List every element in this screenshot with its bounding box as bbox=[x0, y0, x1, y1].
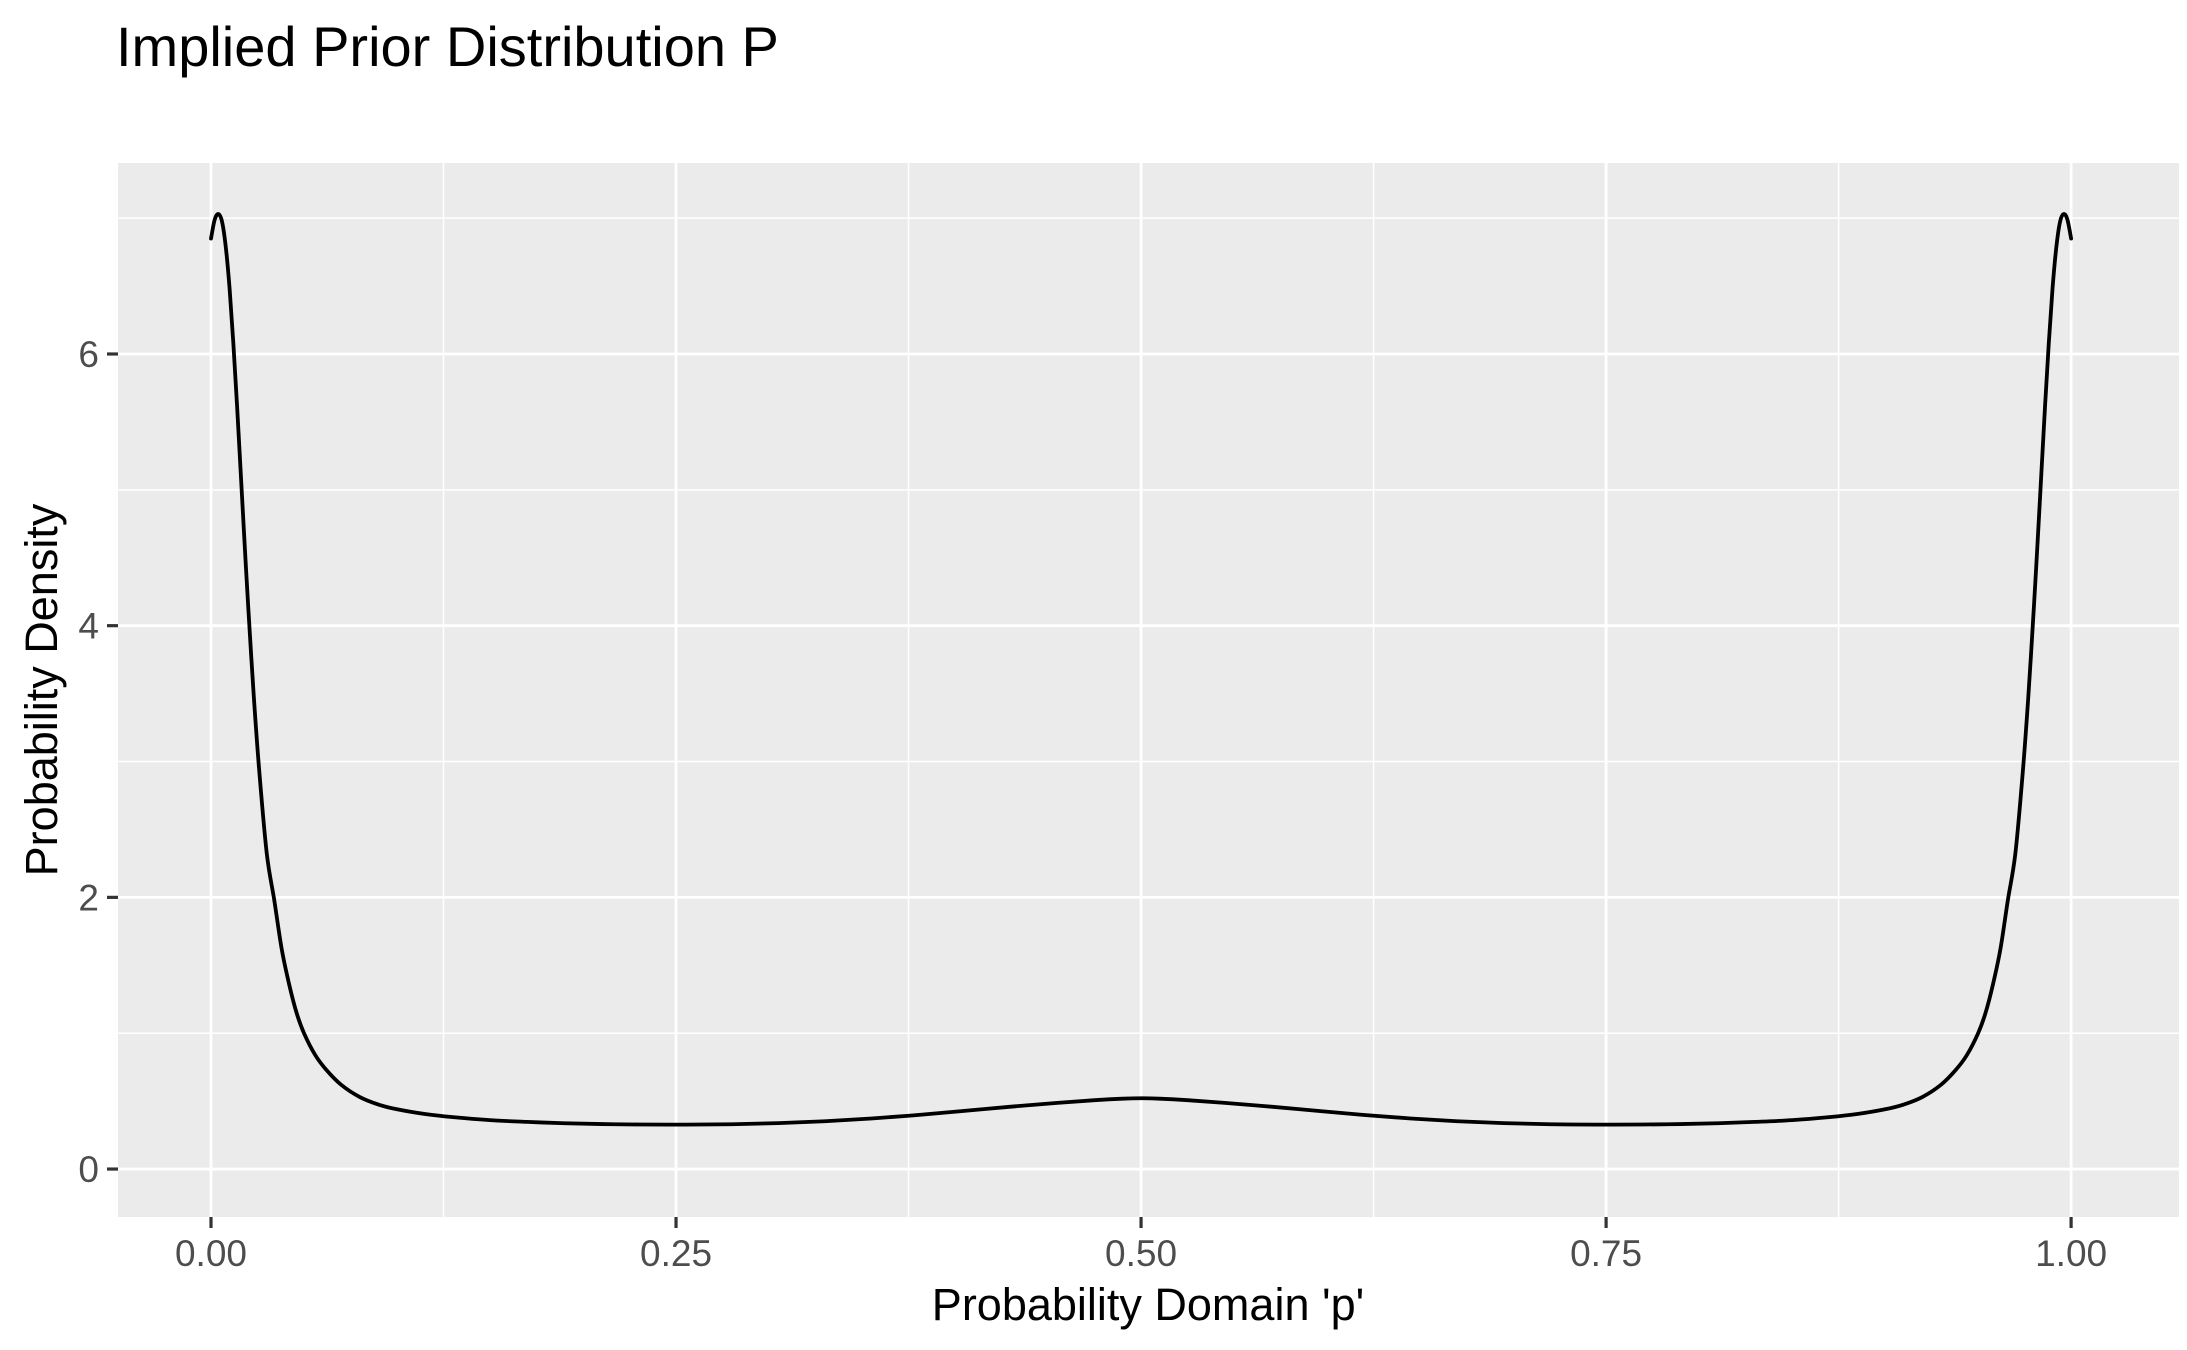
x-tick-label: 0.25 bbox=[640, 1233, 712, 1274]
panel-background bbox=[118, 163, 2179, 1217]
x-tick-label: 0.75 bbox=[1570, 1233, 1642, 1274]
axis-tick-labels: 0.00 0.25 0.50 0.75 1.00 0 2 4 6 bbox=[78, 334, 2107, 1274]
minor-gridlines bbox=[118, 163, 2179, 1217]
y-tick-label: 0 bbox=[78, 1149, 99, 1190]
y-tick-label: 2 bbox=[78, 877, 99, 918]
x-tick-label: 0.00 bbox=[175, 1233, 247, 1274]
axis-tick-marks bbox=[107, 352, 2073, 1228]
x-axis-title: Probability Domain 'p' bbox=[931, 1279, 1365, 1330]
y-tick-label: 6 bbox=[78, 334, 99, 375]
y-tick-label: 4 bbox=[78, 606, 99, 647]
x-tick-label: 0.50 bbox=[1105, 1233, 1177, 1274]
plot-title: Implied Prior Distribution P bbox=[116, 15, 779, 78]
density-curve bbox=[209, 212, 2074, 1127]
major-gridlines bbox=[118, 163, 2179, 1217]
x-tick-label: 1.00 bbox=[2035, 1233, 2107, 1274]
